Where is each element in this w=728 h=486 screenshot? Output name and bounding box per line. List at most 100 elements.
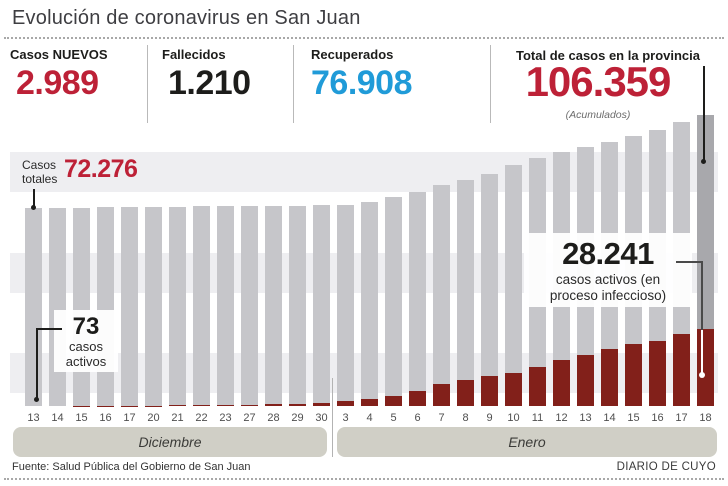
bar-active-day-5 (145, 405, 162, 406)
stat-deaths-value: 1.210 (168, 64, 251, 102)
bar-active-day-27 (673, 334, 690, 406)
active-start-line1: casos (69, 339, 103, 354)
x-tick-label-26: 16 (651, 412, 664, 424)
x-tick-label-7: 22 (195, 412, 208, 424)
stat-divider-3 (490, 45, 491, 123)
bar-active-day-21 (529, 367, 546, 406)
bar-active-day-24 (601, 349, 618, 406)
bar-active-day-16 (409, 391, 426, 406)
stat-deaths-label: Fallecidos (162, 47, 226, 62)
bar-active-day-28 (697, 328, 714, 406)
bottom-divider (4, 478, 724, 480)
footer-credit: DIARIO DE CUYO (616, 461, 716, 473)
x-tick-label-25: 15 (627, 412, 640, 424)
x-tick-label-24: 14 (603, 412, 616, 424)
bar-total-day-18 (457, 180, 474, 406)
bar-total-day-19 (481, 174, 498, 406)
x-tick-label-9: 27 (243, 412, 256, 424)
active-start-connector-v (36, 328, 38, 399)
bar-total-day-16 (409, 192, 426, 406)
footer-source: Fuente: Salud Pública del Gobierno de Sa… (12, 461, 251, 473)
stat-new-cases-value: 2.989 (16, 64, 99, 102)
bar-total-day-6 (169, 206, 186, 406)
bar-total-day-4 (121, 207, 138, 406)
total-connector-dot (701, 159, 706, 164)
x-tick-label-22: 12 (555, 412, 568, 424)
bar-active-day-18 (457, 380, 474, 406)
bar-active-day-11 (289, 403, 306, 406)
x-tick-label-17: 7 (438, 412, 445, 424)
x-tick-label-28: 18 (699, 412, 712, 424)
active-start-value: 73 (72, 313, 100, 340)
bar-active-day-10 (265, 404, 282, 406)
x-tick-label-13: 3 (342, 412, 349, 424)
x-tick-label-23: 13 (579, 412, 592, 424)
active-start-panel (54, 310, 118, 372)
bar-active-day-20 (505, 373, 522, 406)
x-tick-label-4: 17 (123, 412, 136, 424)
bar-total-day-13 (337, 205, 354, 406)
bar-total-day-12 (313, 205, 330, 406)
bar-total-day-8 (217, 206, 234, 406)
x-tick-label-2: 15 (75, 412, 88, 424)
totals-start-label: Casos totales (22, 158, 58, 186)
active-start-connector-h (36, 328, 62, 330)
bar-active-day-6 (169, 405, 186, 406)
bar-total-day-10 (265, 205, 282, 406)
bar-active-day-7 (193, 405, 210, 406)
month-band-december: Diciembre (13, 427, 327, 457)
bar-total-day-7 (193, 206, 210, 406)
bar-total-day-2 (73, 207, 90, 406)
active-end-line2: proceso infeccioso) (549, 288, 667, 303)
x-tick-label-11: 29 (291, 412, 304, 424)
bar-active-day-12 (313, 403, 330, 406)
x-tick-label-0: 13 (27, 412, 40, 424)
bar-total-day-17 (433, 185, 450, 406)
bar-active-day-22 (553, 360, 570, 406)
totals-start-connector-dot (31, 205, 36, 210)
bar-total-day-9 (241, 205, 258, 406)
bar-active-day-14 (361, 399, 378, 406)
bar-active-day-13 (337, 401, 354, 406)
stat-new-cases-label: Casos NUEVOS (10, 47, 108, 62)
x-tick-label-20: 10 (507, 412, 520, 424)
stat-divider-2 (293, 45, 294, 123)
bar-active-day-25 (625, 344, 642, 406)
active-start-connector-dot (34, 397, 39, 402)
month-label-january: Enero (508, 434, 546, 450)
active-end-connector-v1 (701, 261, 703, 330)
x-tick-label-21: 11 (531, 412, 544, 424)
bar-total-day-11 (289, 205, 306, 406)
totals-start-connector-line (33, 189, 35, 207)
active-start-line2: activos (65, 354, 107, 369)
x-tick-label-10: 28 (267, 412, 280, 424)
x-tick-label-16: 6 (414, 412, 421, 424)
x-tick-label-6: 21 (171, 412, 184, 424)
stat-total-value: 106.359 (525, 58, 672, 105)
x-tick-label-19: 9 (486, 412, 493, 424)
active-end-panel (524, 233, 692, 307)
active-end-connector-dot (699, 372, 705, 378)
stat-total-label: Total de casos en la provincia (516, 48, 700, 63)
month-label-december: Diciembre (138, 434, 202, 450)
bar-total-day-15 (385, 197, 402, 406)
bar-total-day-5 (145, 206, 162, 406)
x-tick-label-5: 20 (147, 412, 160, 424)
bar-active-day-9 (241, 404, 258, 406)
bar-active-day-19 (481, 376, 498, 406)
active-end-line1: casos activos (en (555, 272, 661, 287)
bar-active-day-15 (385, 396, 402, 406)
top-divider (4, 37, 724, 39)
totals-start-value: 72.276 (64, 155, 138, 183)
stat-recovered-value: 76.908 (311, 64, 413, 102)
bar-active-day-17 (433, 384, 450, 406)
bar-total-day-1 (49, 207, 66, 406)
x-tick-label-12: 30 (315, 412, 328, 424)
page-title: Evolución de coronavirus en San Juan (12, 7, 361, 29)
x-tick-label-27: 17 (675, 412, 688, 424)
bar-total-day-3 (97, 207, 114, 406)
active-end-connector-h (676, 261, 702, 263)
active-end-value: 28.241 (562, 236, 654, 271)
bar-active-day-26 (649, 341, 666, 406)
x-tick-label-3: 16 (99, 412, 112, 424)
